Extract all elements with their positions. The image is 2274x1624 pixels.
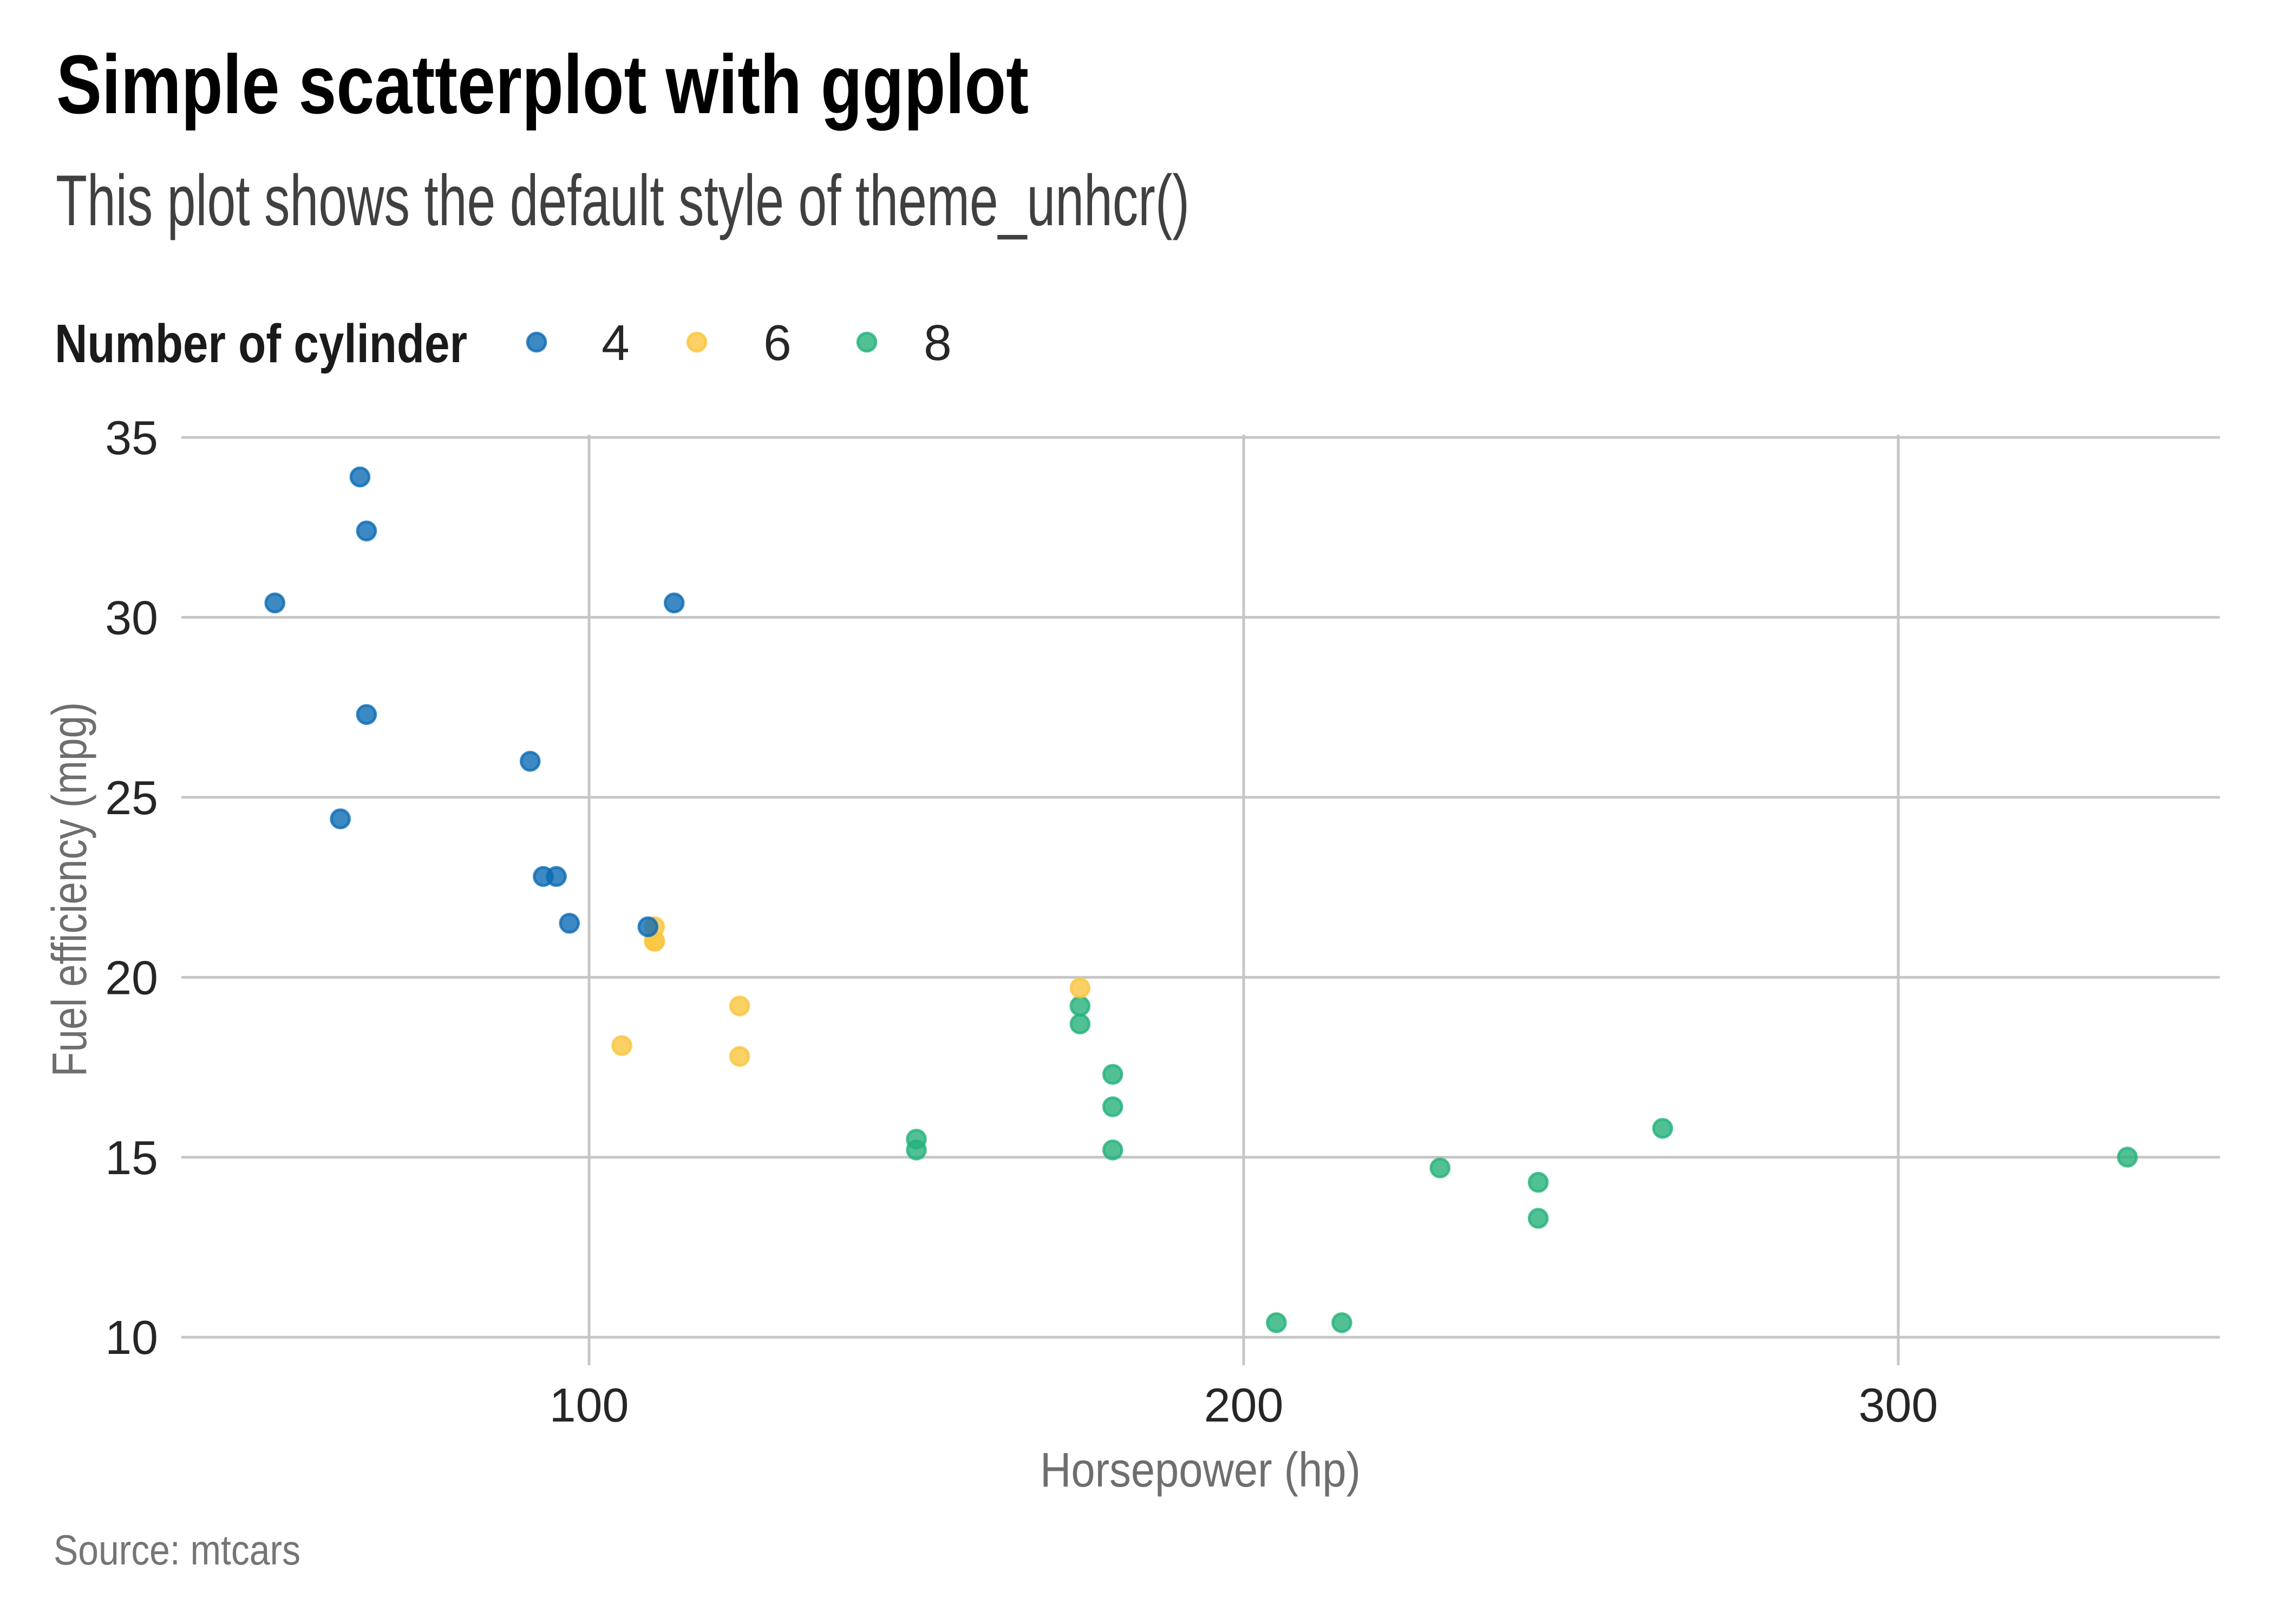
svg-text:100: 100 xyxy=(550,1378,629,1432)
svg-text:Horsepower (hp): Horsepower (hp) xyxy=(1040,1443,1361,1497)
svg-text:Simple scatterplot with ggplot: Simple scatterplot with ggplot xyxy=(56,38,1029,131)
svg-text:4: 4 xyxy=(602,315,630,371)
svg-text:25: 25 xyxy=(105,771,158,824)
svg-text:10: 10 xyxy=(105,1311,158,1364)
svg-text:Fuel efficiency (mpg): Fuel efficiency (mpg) xyxy=(43,702,97,1077)
svg-text:15: 15 xyxy=(105,1131,158,1184)
svg-text:Number of cylinder: Number of cylinder xyxy=(55,313,467,374)
svg-text:Source: mtcars: Source: mtcars xyxy=(54,1526,300,1574)
svg-text:6: 6 xyxy=(763,315,792,371)
svg-text:20: 20 xyxy=(105,951,158,1004)
svg-text:8: 8 xyxy=(924,315,952,371)
svg-text:35: 35 xyxy=(105,411,158,464)
svg-text:This plot shows the default st: This plot shows the default style of the… xyxy=(56,161,1190,241)
svg-text:200: 200 xyxy=(1204,1378,1284,1432)
svg-text:30: 30 xyxy=(105,591,158,644)
svg-text:300: 300 xyxy=(1859,1378,1938,1432)
